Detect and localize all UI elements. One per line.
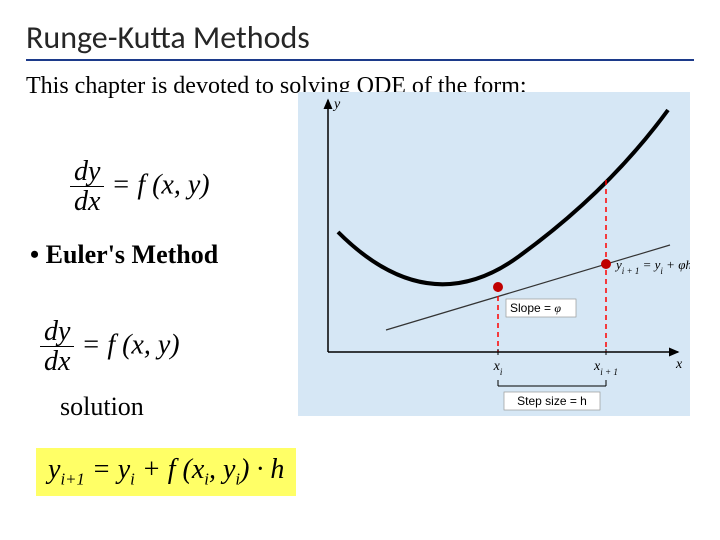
equation-ode-1: dy dx = f (x, y)	[70, 158, 210, 216]
feq-plus: +	[135, 454, 168, 485]
feq-yi: y	[118, 454, 130, 485]
svg-text:Slope = φ: Slope = φ	[510, 301, 561, 315]
eq1-rhs: = f (x, y)	[111, 169, 209, 200]
slide: Runge-Kutta Methods This chapter is devo…	[0, 0, 720, 540]
feq-comma: , y	[209, 454, 235, 485]
eq2-den: dx	[40, 346, 74, 376]
feq-f: f (x	[168, 454, 205, 485]
slide-title: Runge-Kutta Methods	[26, 18, 694, 61]
solution-label: solution	[60, 392, 144, 422]
title-block: Runge-Kutta Methods	[26, 18, 694, 61]
bullet-euler: • Euler's Method	[30, 240, 218, 270]
feq-y: y	[48, 454, 60, 485]
equation-euler-update: yi+1 = yi + f (xi, yi) · h	[36, 448, 296, 496]
euler-diagram: yxxixi + 1Slope = φyi + 1 = yi + φhStep …	[298, 92, 690, 416]
equation-ode-2: dy dx = f (x, y)	[40, 318, 180, 376]
eq1-num: dy	[70, 158, 104, 186]
eq2-rhs: = f (x, y)	[81, 329, 179, 360]
feq-close: ) · h	[240, 454, 284, 485]
eq2-num: dy	[40, 318, 74, 346]
feq-eq: =	[85, 454, 118, 485]
feq-ysub: i+1	[60, 470, 84, 489]
diagram-svg: yxxixi + 1Slope = φyi + 1 = yi + φhStep …	[298, 92, 690, 416]
eq1-den: dx	[70, 186, 104, 216]
svg-text:Step size = h: Step size = h	[517, 394, 587, 408]
svg-text:x: x	[675, 357, 683, 372]
svg-text:y: y	[332, 97, 341, 112]
